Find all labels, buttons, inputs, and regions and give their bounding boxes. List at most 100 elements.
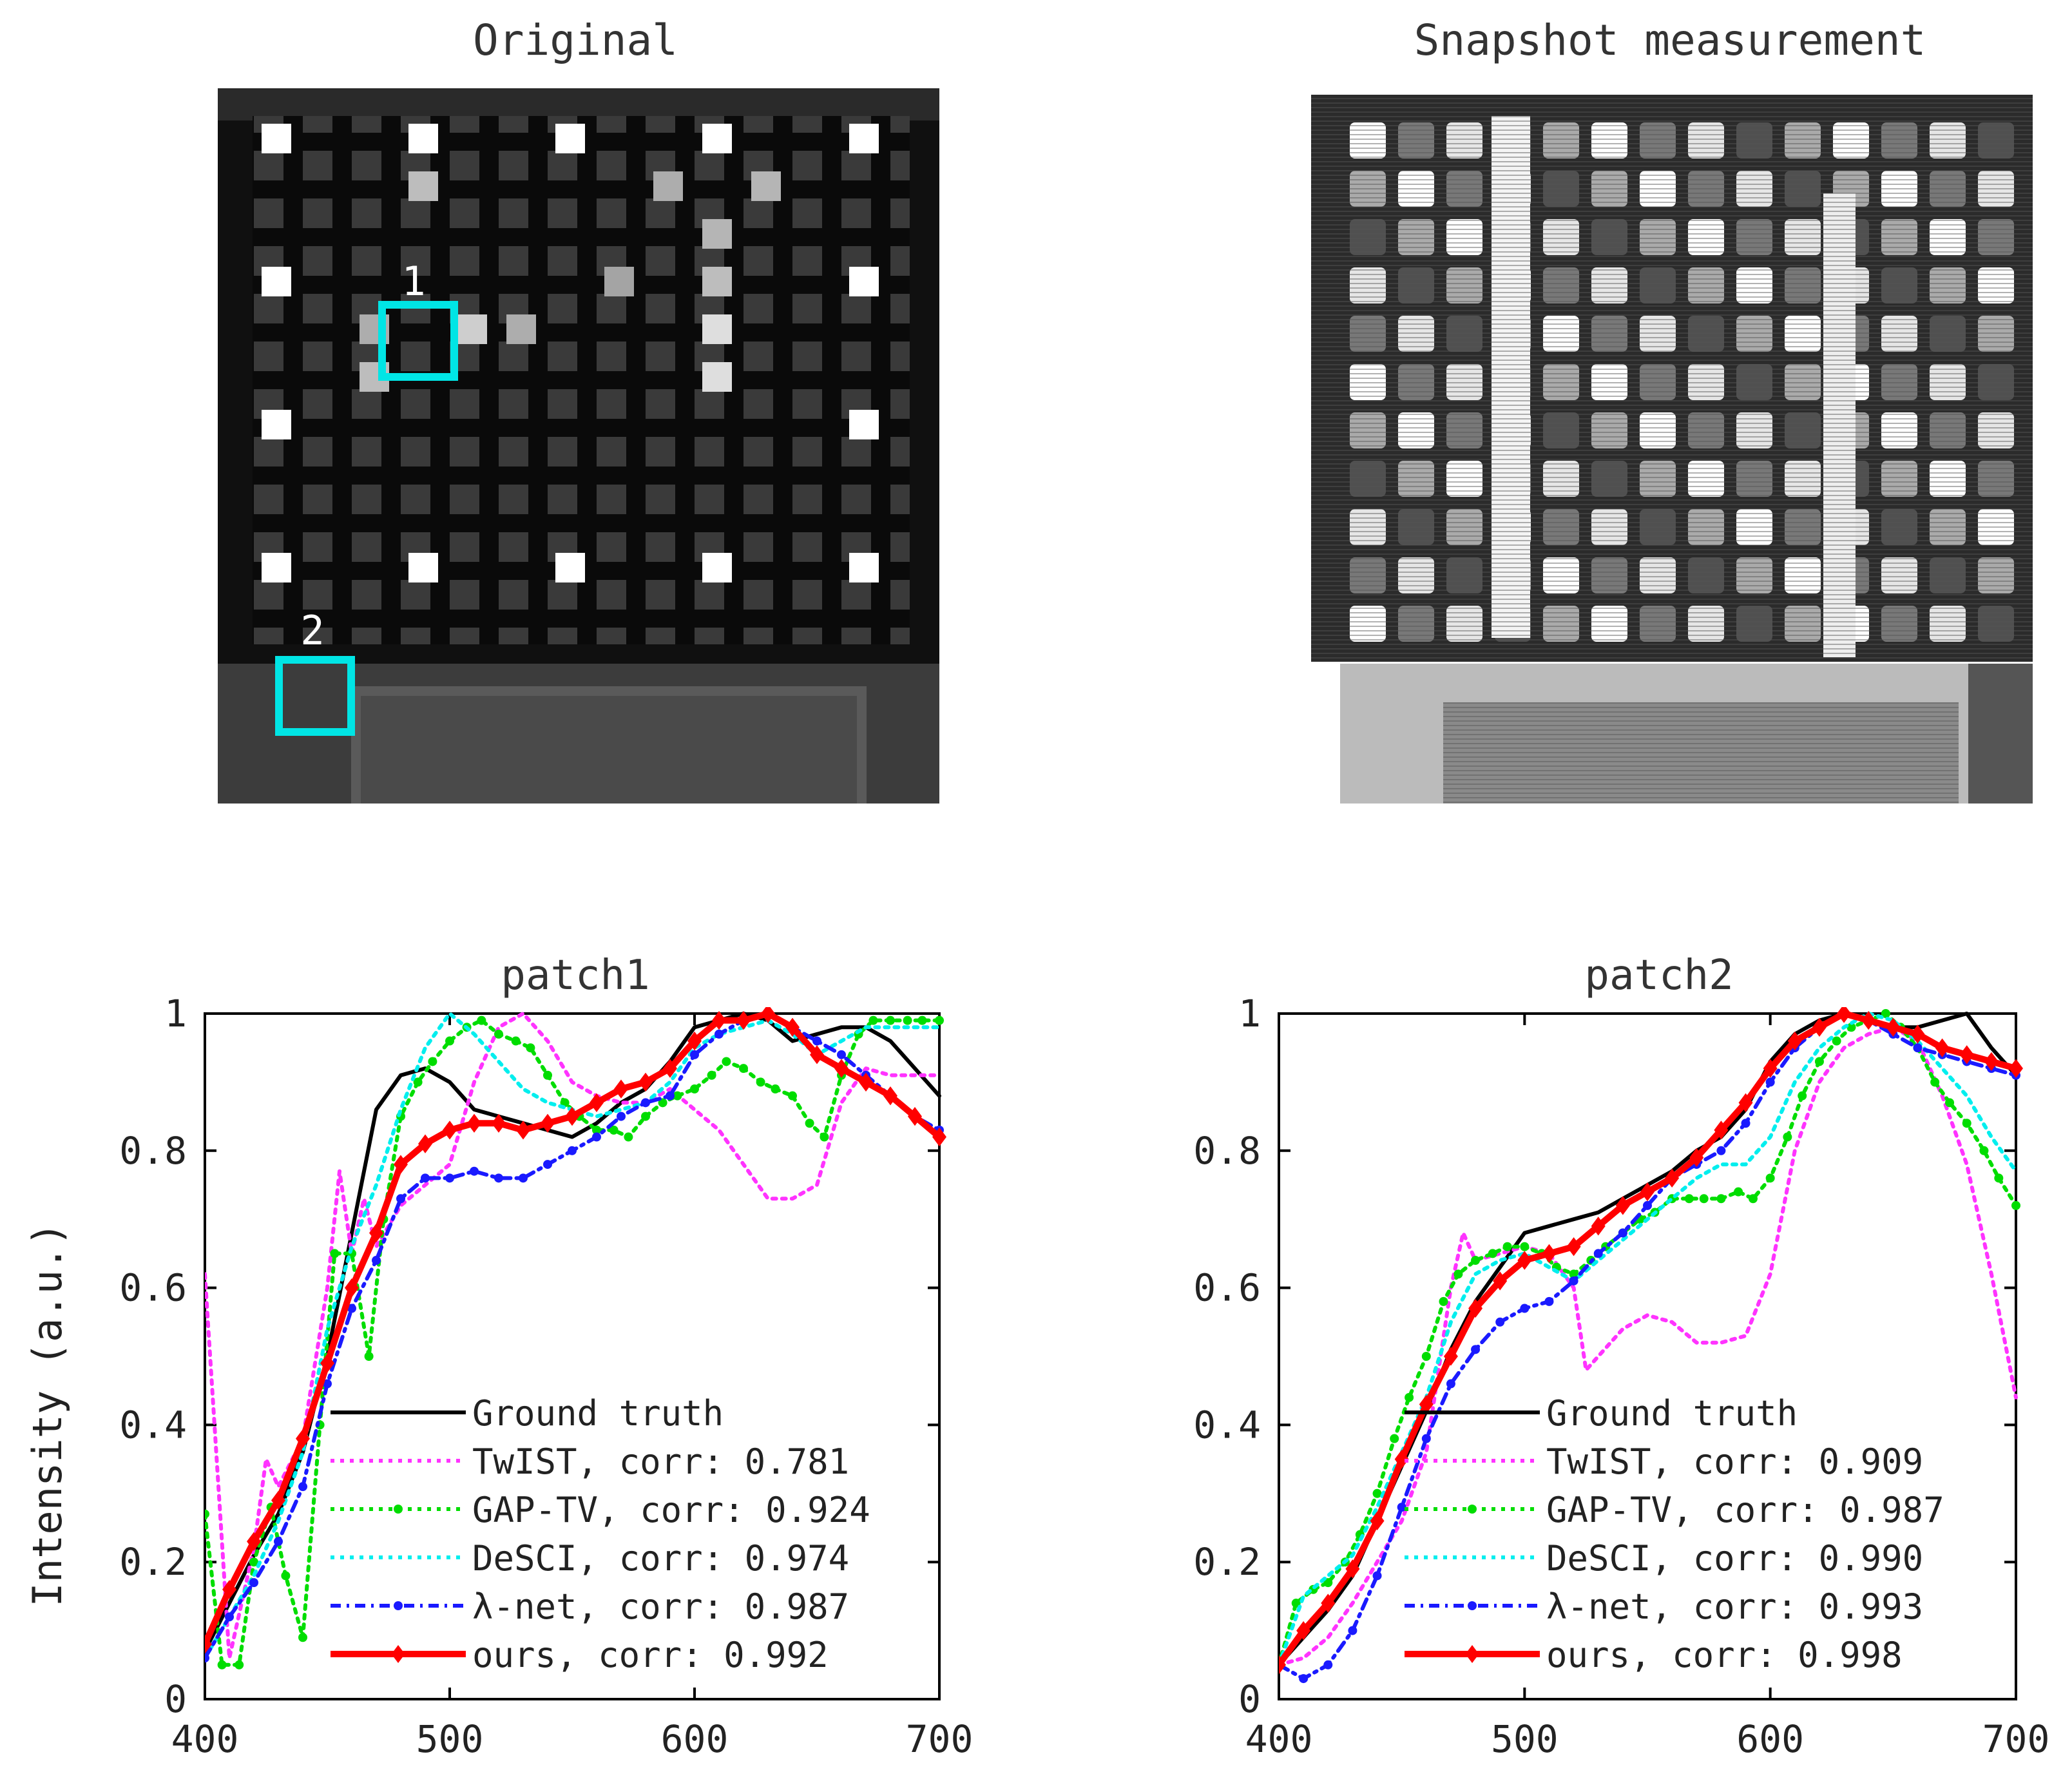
data-point xyxy=(394,1155,408,1174)
data-point xyxy=(722,1057,731,1066)
data-point xyxy=(1787,1031,1802,1051)
bright-patch xyxy=(262,553,291,582)
data-point xyxy=(614,1079,628,1099)
legend-marker xyxy=(394,1601,403,1610)
data-point xyxy=(1837,1007,1852,1023)
data-point xyxy=(235,1660,244,1670)
data-point xyxy=(418,1134,432,1153)
data-point xyxy=(935,1015,944,1025)
data-point xyxy=(1665,1168,1680,1188)
patch2-box-label: 2 xyxy=(300,607,324,654)
data-point xyxy=(1468,1298,1483,1318)
x-tick-label: 600 xyxy=(661,1717,729,1761)
data-point xyxy=(249,1578,258,1588)
patch1-box xyxy=(378,301,458,381)
legend-label: DeSCI, corr: 0.974 xyxy=(472,1538,849,1579)
x-tick-label: 600 xyxy=(1736,1717,1804,1761)
data-point xyxy=(859,1072,873,1092)
bright-patch xyxy=(604,267,634,296)
data-point xyxy=(1798,1091,1807,1101)
y-tick-label: 1 xyxy=(164,992,187,1035)
x-tick-label: 400 xyxy=(171,1717,239,1761)
data-point xyxy=(1520,1304,1530,1313)
data-point xyxy=(443,1121,457,1140)
data-point xyxy=(756,1077,765,1087)
data-point xyxy=(1832,1036,1841,1046)
data-point xyxy=(1738,1093,1753,1112)
series-line-lambdanet xyxy=(1279,1012,2018,1681)
legend-label: GAP-TV, corr: 0.987 xyxy=(1546,1490,1944,1530)
data-point xyxy=(247,1532,261,1551)
data-point xyxy=(271,1490,285,1510)
legend-label: Ground truth xyxy=(472,1393,724,1434)
x-tick-label: 700 xyxy=(906,1717,974,1761)
bright-patch xyxy=(653,171,683,201)
data-point xyxy=(810,1045,824,1064)
data-point xyxy=(1394,1449,1409,1469)
data-point xyxy=(641,1112,650,1121)
data-point xyxy=(1716,1146,1726,1155)
bright-patch xyxy=(408,171,438,201)
bright-patch xyxy=(849,124,879,153)
bright-patch xyxy=(262,124,291,153)
data-point xyxy=(1502,1242,1512,1251)
data-point xyxy=(1569,1276,1578,1285)
data-point xyxy=(1421,1352,1431,1361)
data-point xyxy=(624,1132,633,1142)
data-point xyxy=(1748,1194,1758,1204)
data-point xyxy=(2011,1200,2020,1210)
data-point xyxy=(445,1173,454,1183)
legend-marker xyxy=(1468,1601,1477,1610)
chart-title: patch1 xyxy=(501,952,649,999)
data-point xyxy=(2009,1059,2023,1078)
data-point xyxy=(281,1571,291,1581)
data-point xyxy=(467,1113,481,1133)
data-point xyxy=(1984,1052,1999,1072)
data-point xyxy=(1615,1196,1630,1215)
data-point xyxy=(477,1015,486,1025)
x-tick-label: 700 xyxy=(1982,1717,2050,1761)
legend-label: DeSCI, corr: 0.990 xyxy=(1546,1538,1923,1579)
legend-label: TwIST, corr: 0.781 xyxy=(472,1441,849,1482)
data-point xyxy=(413,1077,423,1087)
x-tick-label: 400 xyxy=(1245,1717,1313,1761)
original-image: 1 2 xyxy=(218,88,939,804)
data-point xyxy=(565,1106,579,1126)
data-point xyxy=(1493,1271,1508,1291)
series-twist xyxy=(205,1012,941,1660)
data-point xyxy=(1812,1017,1827,1037)
data-point xyxy=(736,1010,751,1030)
plot-area xyxy=(204,1012,941,1700)
data-point xyxy=(1370,1511,1385,1531)
bright-patch xyxy=(702,124,732,153)
data-point xyxy=(868,1015,878,1025)
bright-patch xyxy=(702,219,732,249)
bright-patch xyxy=(408,553,438,582)
data-point xyxy=(1930,1077,1940,1087)
data-point xyxy=(673,1091,682,1101)
data-point xyxy=(1345,1559,1360,1579)
data-point xyxy=(1814,1057,1824,1066)
data-point xyxy=(1488,1249,1497,1258)
data-point xyxy=(1299,1674,1309,1684)
legend-marker xyxy=(394,1505,403,1514)
data-point xyxy=(323,1379,332,1389)
data-point xyxy=(1684,1194,1694,1204)
bright-patch xyxy=(457,314,487,344)
data-point xyxy=(712,1010,726,1030)
legend: Ground truth TwIST, corr: 0.781 GAP-TV, co… xyxy=(331,1393,870,1675)
data-point xyxy=(372,1256,381,1266)
bright-patch xyxy=(555,124,585,153)
bright-patch xyxy=(262,410,291,439)
data-point xyxy=(516,1121,530,1140)
data-point xyxy=(494,1029,503,1039)
data-point xyxy=(428,1057,437,1066)
data-point xyxy=(1390,1434,1399,1443)
data-point xyxy=(298,1482,307,1492)
bright-patch xyxy=(751,171,781,201)
data-point xyxy=(663,1059,677,1078)
data-point xyxy=(1734,1187,1743,1197)
data-point xyxy=(543,1160,552,1169)
data-point xyxy=(1471,1256,1481,1266)
data-point xyxy=(1446,1379,1455,1389)
